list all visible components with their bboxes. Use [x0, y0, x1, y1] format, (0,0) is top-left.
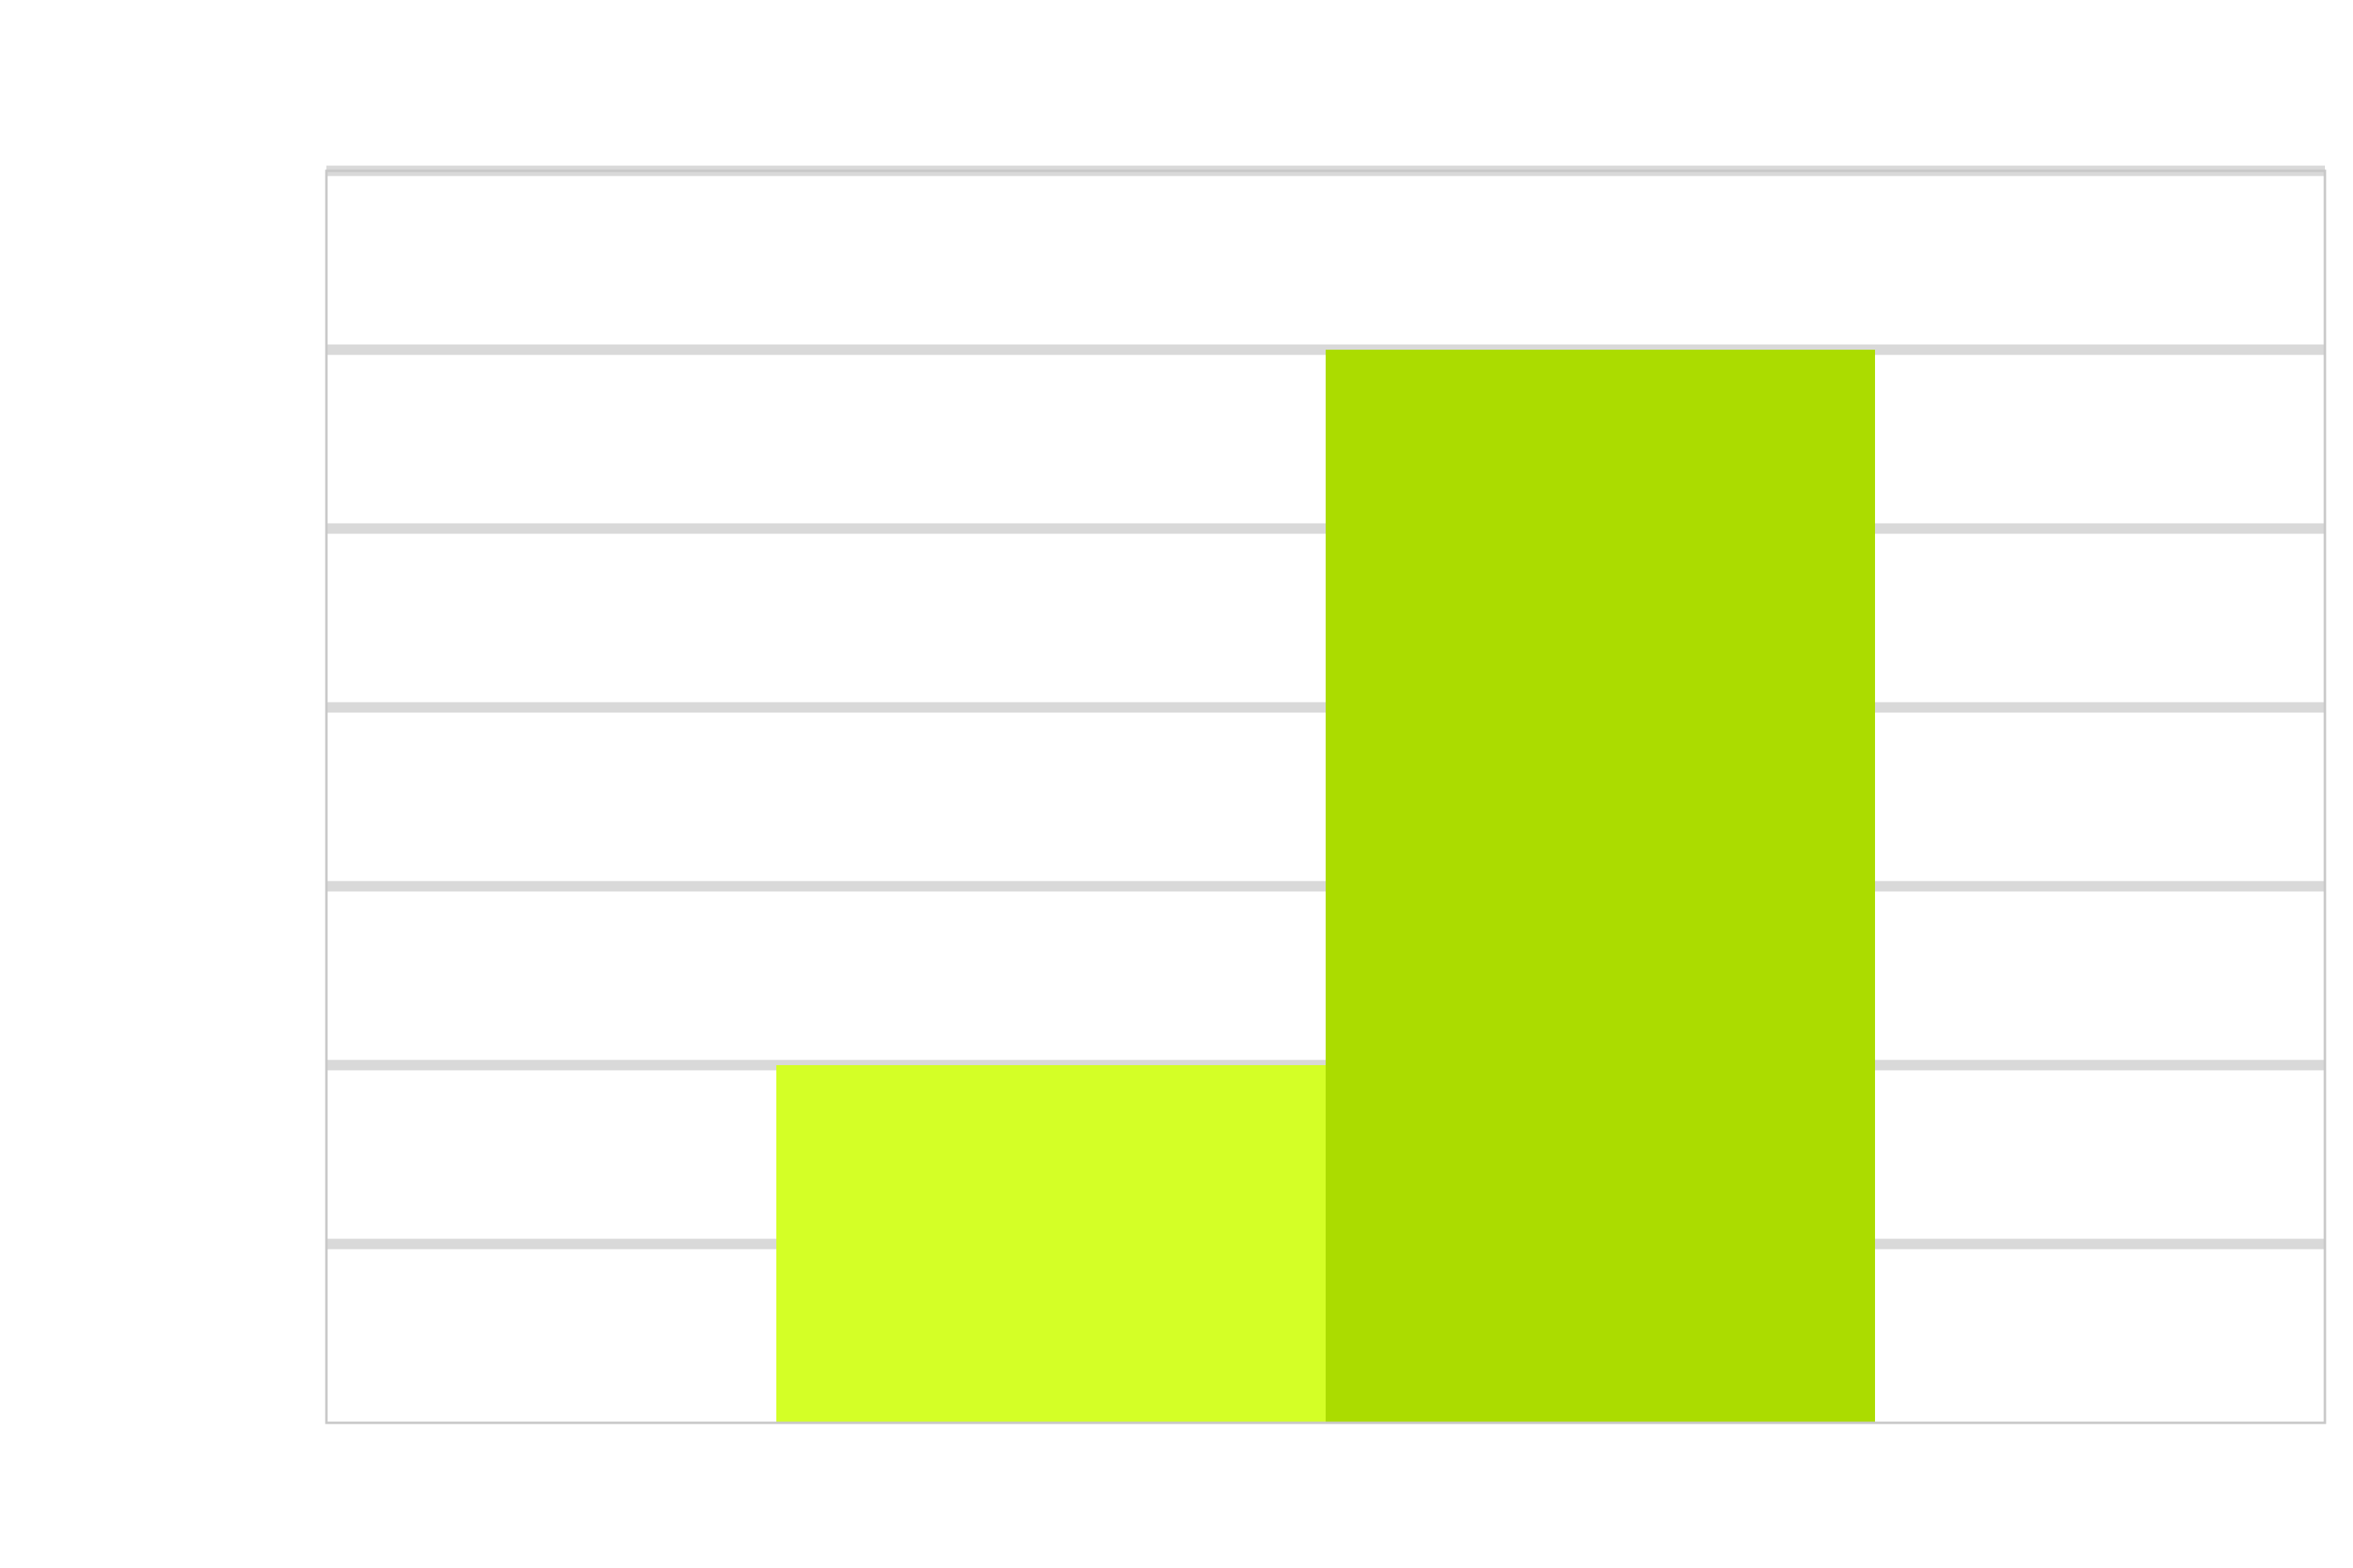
bars [776, 350, 1875, 1423]
bar-1 [776, 1065, 1326, 1423]
bar-2 [1326, 350, 1875, 1423]
plot-area-frame [325, 169, 2327, 1424]
